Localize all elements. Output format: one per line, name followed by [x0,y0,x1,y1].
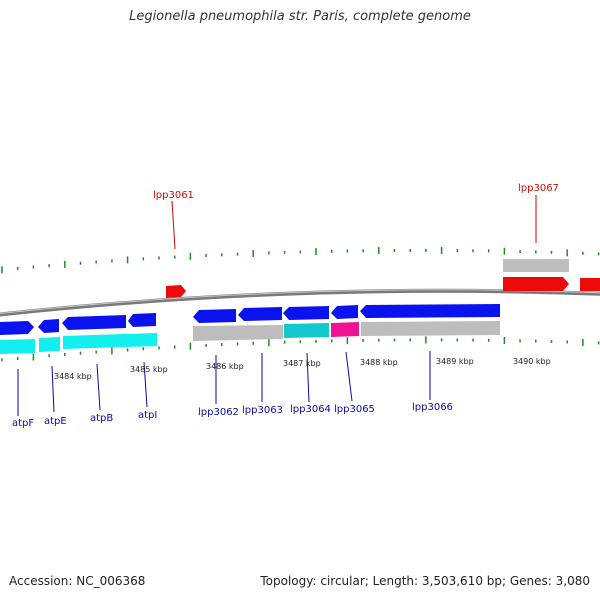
scale-label: 3486 kbp [206,362,244,371]
gc-ticks-upper [1,247,600,274]
gene-label[interactable]: lpp3062 [198,407,239,418]
gene-arrow[interactable] [193,309,236,323]
top-label-leaders [171,195,537,250]
feature-band [0,321,500,354]
gene-label[interactable]: atpI [138,410,157,421]
grey-band[interactable] [361,321,500,336]
gene-arrow[interactable] [331,305,358,319]
map-title: Legionella pneumophila str. Paris, compl… [129,9,471,24]
accession-text: Accession: NC_006368 [9,574,146,588]
gene-arrow-lpp3061[interactable] [166,285,186,298]
gene-arrow-lpp3067[interactable] [503,277,569,291]
gene-labels-bottom: atpF atpE atpB atpI lpp3062 lpp3063 lpp3… [12,402,453,429]
cds-band[interactable] [284,323,329,338]
gene-label[interactable]: lpp3067 [518,183,559,194]
forward-genes [0,304,500,335]
cds-band[interactable] [0,339,35,354]
gene-arrow[interactable] [360,304,500,318]
gene-arrow[interactable] [38,319,59,333]
scale-label: 3484 kbp [54,372,92,381]
gene-arrow[interactable] [0,321,34,335]
scale-label: 3488 kbp [360,358,398,367]
gene-arrow-right-edge[interactable] [580,278,600,291]
gene-label[interactable]: lpp3061 [153,190,194,201]
cds-band[interactable] [39,337,60,352]
magenta-band[interactable] [331,322,359,337]
scale-label: 3490 kbp [513,357,551,366]
gene-label[interactable]: lpp3066 [412,402,453,413]
gene-label[interactable]: atpF [12,418,34,429]
gene-labels-top: lpp3061 lpp3067 [153,183,559,201]
gene-label[interactable]: atpB [90,413,113,424]
gene-arrow[interactable] [128,313,156,327]
cds-band[interactable] [63,333,157,349]
gene-label[interactable]: atpE [44,416,67,427]
gene-label[interactable]: lpp3063 [242,405,283,416]
scale-label: 3489 kbp [436,357,474,366]
scale-label: 3485 kbp [130,365,168,374]
gene-arrow[interactable] [62,315,126,330]
grey-band[interactable] [193,325,283,341]
grey-band-top[interactable] [503,259,569,272]
gc-ticks-lower [1,336,600,362]
scale-label: 3487 kbp [283,359,321,368]
label-leaders [17,351,431,416]
genome-summary-text: Topology: circular; Length: 3,503,610 bp… [260,574,590,588]
scale-labels: 3484 kbp 3485 kbp 3486 kbp 3487 kbp 3488… [54,357,551,381]
genome-backbone [0,288,600,317]
gene-arrow[interactable] [238,307,282,321]
gene-arrow[interactable] [283,306,329,320]
gene-label[interactable]: lpp3065 [334,404,375,415]
gene-label[interactable]: lpp3064 [290,404,331,415]
